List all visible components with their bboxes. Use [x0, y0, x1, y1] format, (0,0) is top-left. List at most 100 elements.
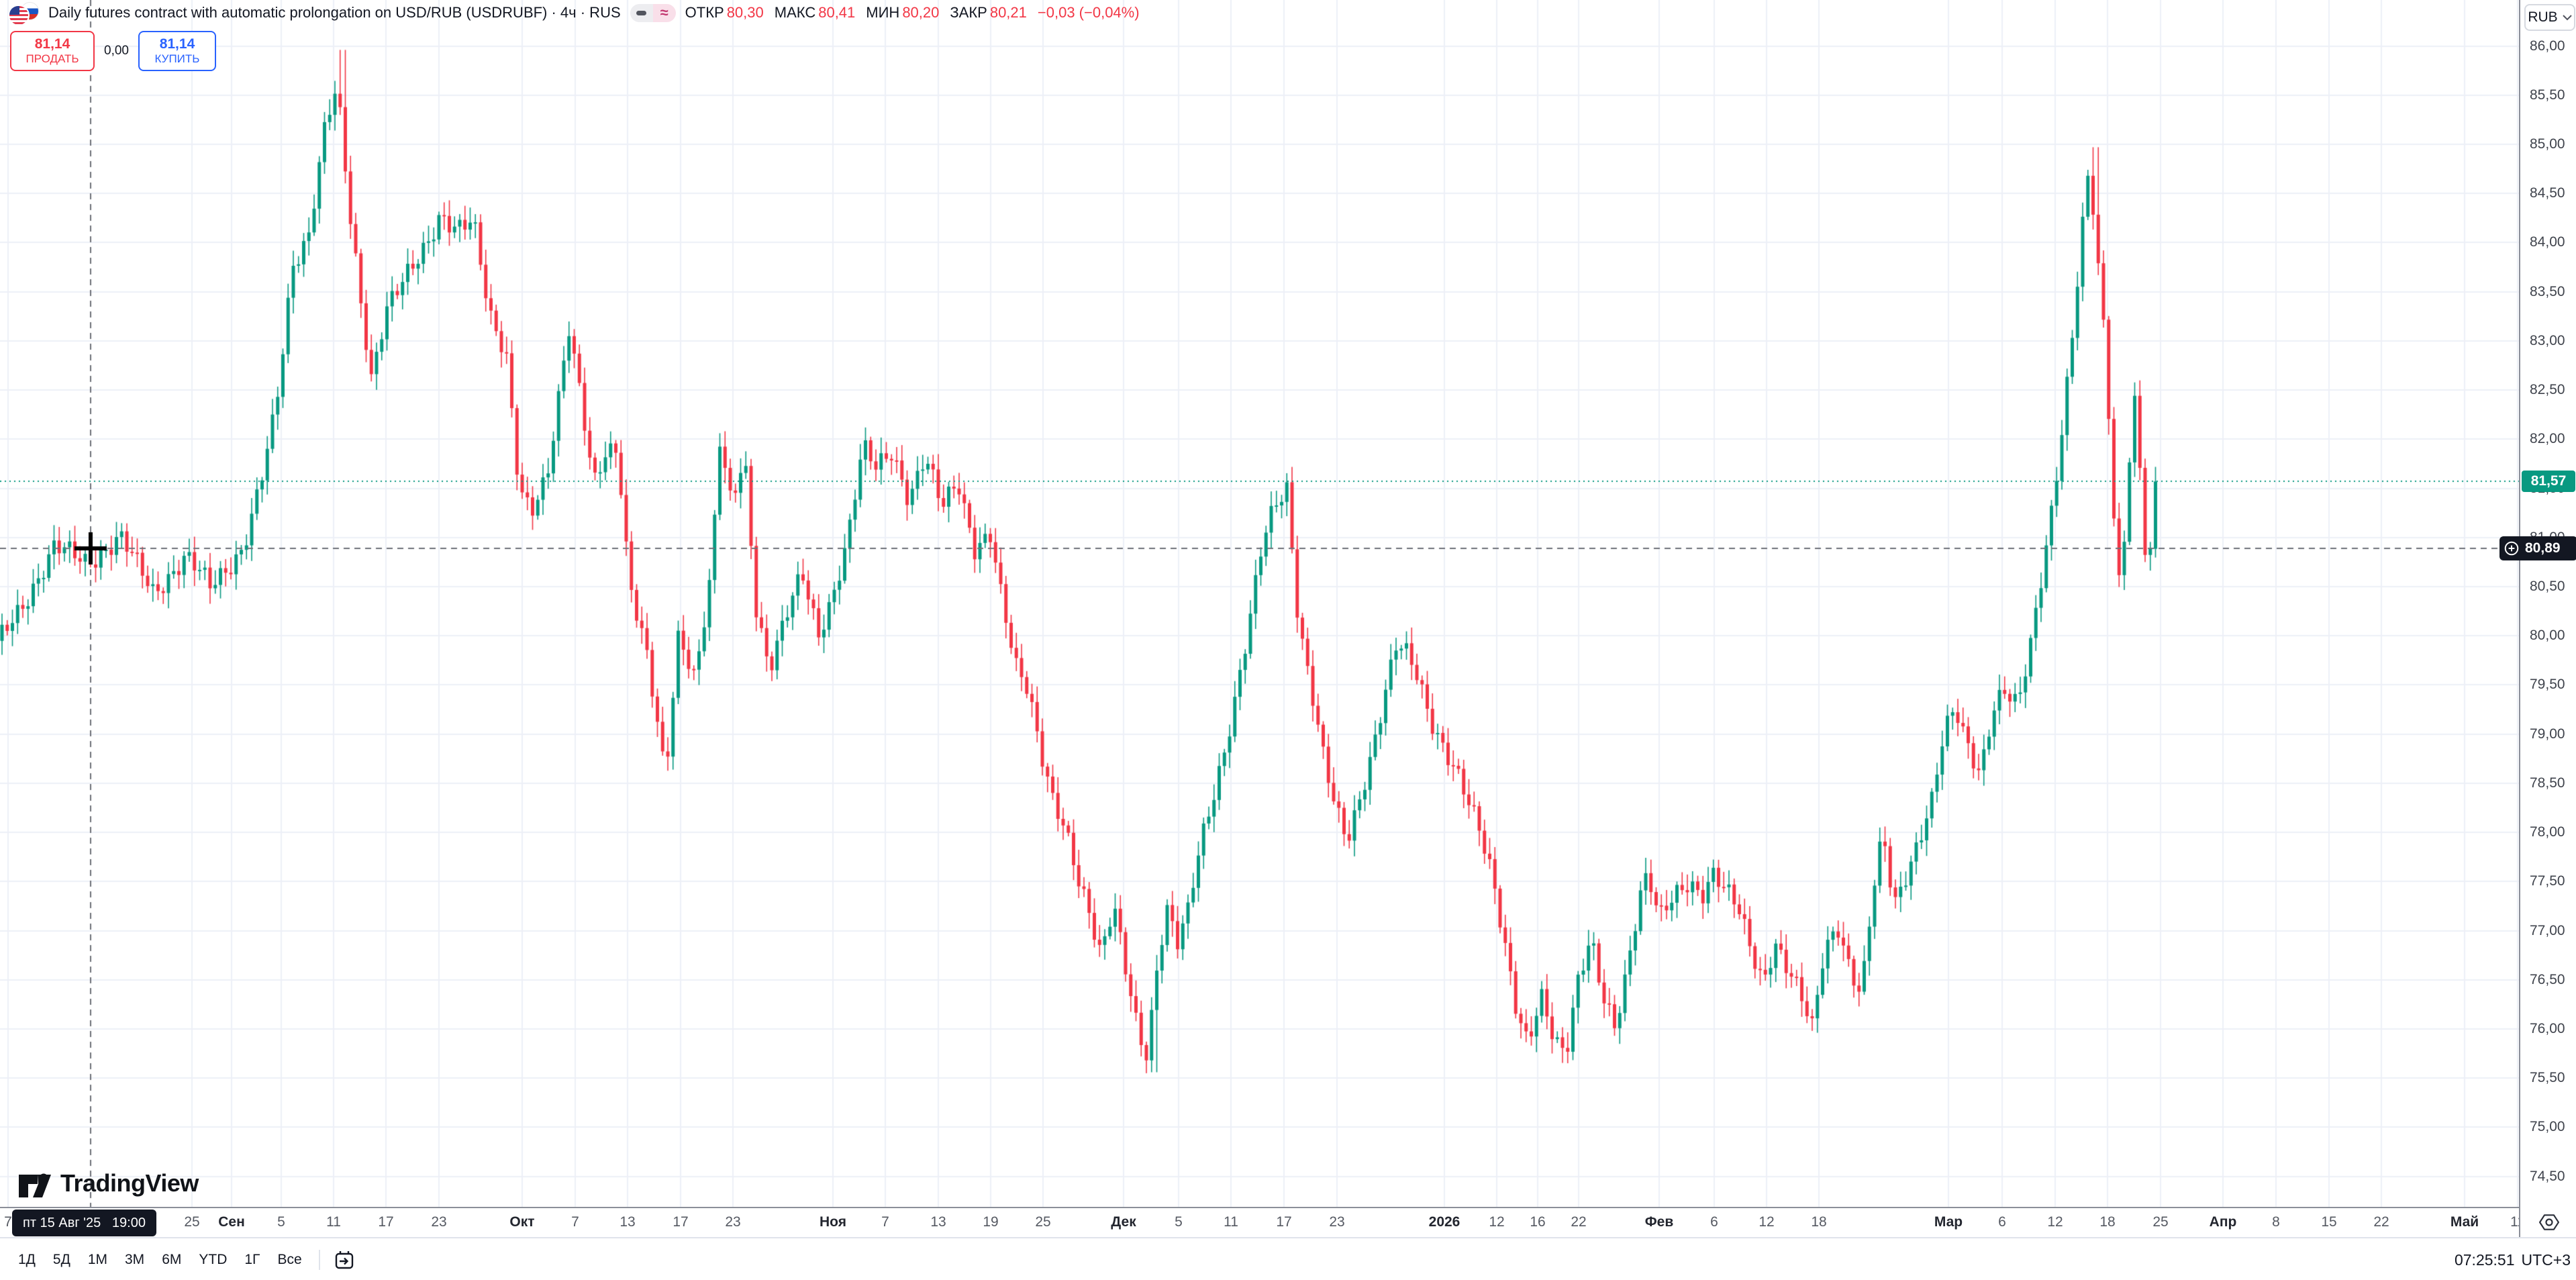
time-axis-label: 11	[326, 1214, 341, 1230]
time-axis-label: 13	[620, 1214, 636, 1230]
price-axis-label: 75,00	[2530, 1119, 2565, 1135]
buy-label: КУПИТЬ	[154, 52, 200, 66]
time-axis-label: 25	[184, 1214, 200, 1230]
scale-settings-icon[interactable]	[2538, 1214, 2559, 1231]
price-axis-label: 76,50	[2530, 971, 2565, 987]
open-label: ОТКР	[685, 4, 724, 21]
bottom-toolbar: 1Д 5Д 1М 3М 6М YTD 1Г Все 07:25:51 UTC+3	[0, 1237, 2576, 1280]
time-axis-label: 6	[1998, 1214, 2006, 1230]
range-button-1[interactable]: 5Д	[52, 1252, 70, 1267]
price-axis-label: 80,50	[2530, 578, 2565, 594]
price-axis-label: 76,00	[2530, 1021, 2565, 1037]
range-button-0[interactable]: 1Д	[18, 1252, 36, 1267]
symbol-title[interactable]: Daily futures contract with automatic pr…	[48, 4, 621, 21]
buy-button[interactable]: 81,14 КУПИТЬ	[138, 31, 216, 71]
time-axis-label: 23	[725, 1214, 741, 1230]
range-button-5[interactable]: YTD	[199, 1252, 228, 1267]
price-axis-label: 84,50	[2530, 185, 2565, 201]
time-axis-label: 13	[930, 1214, 946, 1230]
go-to-date-icon	[335, 1251, 353, 1269]
sell-label: ПРОДАТЬ	[26, 52, 79, 66]
price-axis-label: 77,50	[2530, 873, 2565, 889]
time-axis-label: 12	[1489, 1214, 1505, 1230]
range-button-3[interactable]: 3М	[125, 1252, 145, 1267]
tradingview-logo-icon	[19, 1173, 51, 1197]
time-axis-label: 5	[1175, 1214, 1183, 1230]
time-axis-label: 6	[1710, 1214, 1718, 1230]
price-axis-label: 84,00	[2530, 234, 2565, 250]
time-axis-label: 17	[1276, 1214, 1292, 1230]
time-axis-label: 2026	[1428, 1214, 1460, 1230]
time-axis-label: 7	[881, 1214, 889, 1230]
price-axis-label: 79,00	[2530, 726, 2565, 742]
crosshair-price-value: 80,89	[2525, 540, 2561, 556]
add-alert-plus-icon[interactable]	[2504, 540, 2520, 556]
price-axis-label: 74,50	[2530, 1168, 2565, 1184]
price-axis-label: 86,00	[2530, 38, 2565, 54]
time-axis-label: Сен	[218, 1214, 245, 1230]
time-axis-label: Мар	[1934, 1214, 1963, 1230]
range-button-2[interactable]: 1М	[87, 1252, 107, 1267]
price-axis-label: 75,50	[2530, 1070, 2565, 1086]
time-axis-label: 8	[2272, 1214, 2280, 1230]
price-axis[interactable]: RUB 86,00 85,50 85,00 84,50 84,00 83,50 83,00 8…	[2499, 0, 2576, 1237]
time-axis-label: 12	[1758, 1214, 1775, 1230]
change-value: −0,03 (−0,04%)	[1037, 4, 1140, 21]
currency-label: RUB	[2528, 9, 2558, 25]
time-axis-label: 23	[1329, 1214, 1345, 1230]
range-button-4[interactable]: 6М	[162, 1252, 182, 1267]
time-axis-label: Май	[2450, 1214, 2479, 1230]
date-range-switcher: 1Д 5Д 1М 3М 6М YTD 1Г Все	[9, 1248, 311, 1272]
candlestick-chart[interactable]	[0, 0, 2519, 1207]
price-axis-label: 82,50	[2530, 382, 2565, 398]
time-axis-label: 17	[378, 1214, 394, 1230]
chevron-down-icon	[2562, 14, 2572, 20]
timezone-label: UTC+3	[2521, 1250, 2571, 1269]
price-axis-label: 78,00	[2530, 824, 2565, 840]
price-axis-label: 80,00	[2530, 628, 2565, 644]
time-axis-label: Фев	[1644, 1214, 1674, 1230]
tradingview-logo[interactable]: TradingView	[19, 1169, 199, 1197]
time-axis[interactable]: 7 25 Сен 5 11 17 23 Окт 7 13 17 23 Ноя 7 13 19 25 Дек 5 11 1…	[0, 1207, 2525, 1238]
buy-price: 81,14	[159, 36, 195, 52]
high-value: 80,41	[818, 4, 856, 21]
time-axis-label: 23	[431, 1214, 447, 1230]
price-axis-label: 77,00	[2530, 922, 2565, 938]
range-button-6[interactable]: 1Г	[244, 1252, 260, 1267]
timezone-button[interactable]: 07:25:51 UTC+3	[2455, 1238, 2571, 1280]
sell-button[interactable]: 81,14 ПРОДАТЬ	[10, 31, 95, 71]
price-axis-label: 79,50	[2530, 677, 2565, 693]
crosshair-price-label: 80,89	[2499, 536, 2576, 560]
time-axis-label: 22	[1571, 1214, 1587, 1230]
time-axis-label: 7	[571, 1214, 579, 1230]
close-label: ЗАКР	[950, 4, 987, 21]
price-axis-label: 83,50	[2530, 283, 2565, 299]
price-axis-label: 83,00	[2530, 332, 2565, 348]
time-axis-label: 12	[2047, 1214, 2063, 1230]
time-axis-label: 18	[1811, 1214, 1827, 1230]
ohlc-readout: ОТКР 80,30 МАКС 80,41 МИН 80,20 ЗАКР 80,21 −…	[685, 4, 1140, 21]
price-axis-label: 82,00	[2530, 431, 2565, 447]
symbol-status-pill[interactable]: ≈	[630, 3, 676, 22]
time-axis-label: Ноя	[820, 1214, 846, 1230]
time-axis-label: 25	[2152, 1214, 2169, 1230]
time-axis-label: 11	[1224, 1214, 1238, 1230]
time-axis-label: Дек	[1111, 1214, 1136, 1230]
currency-button[interactable]: RUB	[2524, 4, 2575, 31]
go-to-date-button[interactable]	[328, 1246, 360, 1273]
session-clock: 07:25:51	[2454, 1250, 2515, 1269]
close-value: 80,21	[989, 4, 1027, 21]
price-axis-label: 85,50	[2530, 87, 2565, 103]
time-axis-label: 25	[1035, 1214, 1051, 1230]
high-label: МАКС	[774, 4, 816, 21]
axis-corner	[2519, 1207, 2576, 1237]
range-button-7[interactable]: Все	[277, 1252, 302, 1267]
toolbar-divider	[318, 1250, 320, 1270]
time-axis-label: 22	[2373, 1214, 2389, 1230]
price-axis-label: 85,00	[2530, 136, 2565, 152]
low-value: 80,20	[902, 4, 940, 21]
time-axis-label: 17	[673, 1214, 689, 1230]
price-axis-label: 78,50	[2530, 775, 2565, 791]
time-axis-label: Окт	[509, 1214, 535, 1230]
